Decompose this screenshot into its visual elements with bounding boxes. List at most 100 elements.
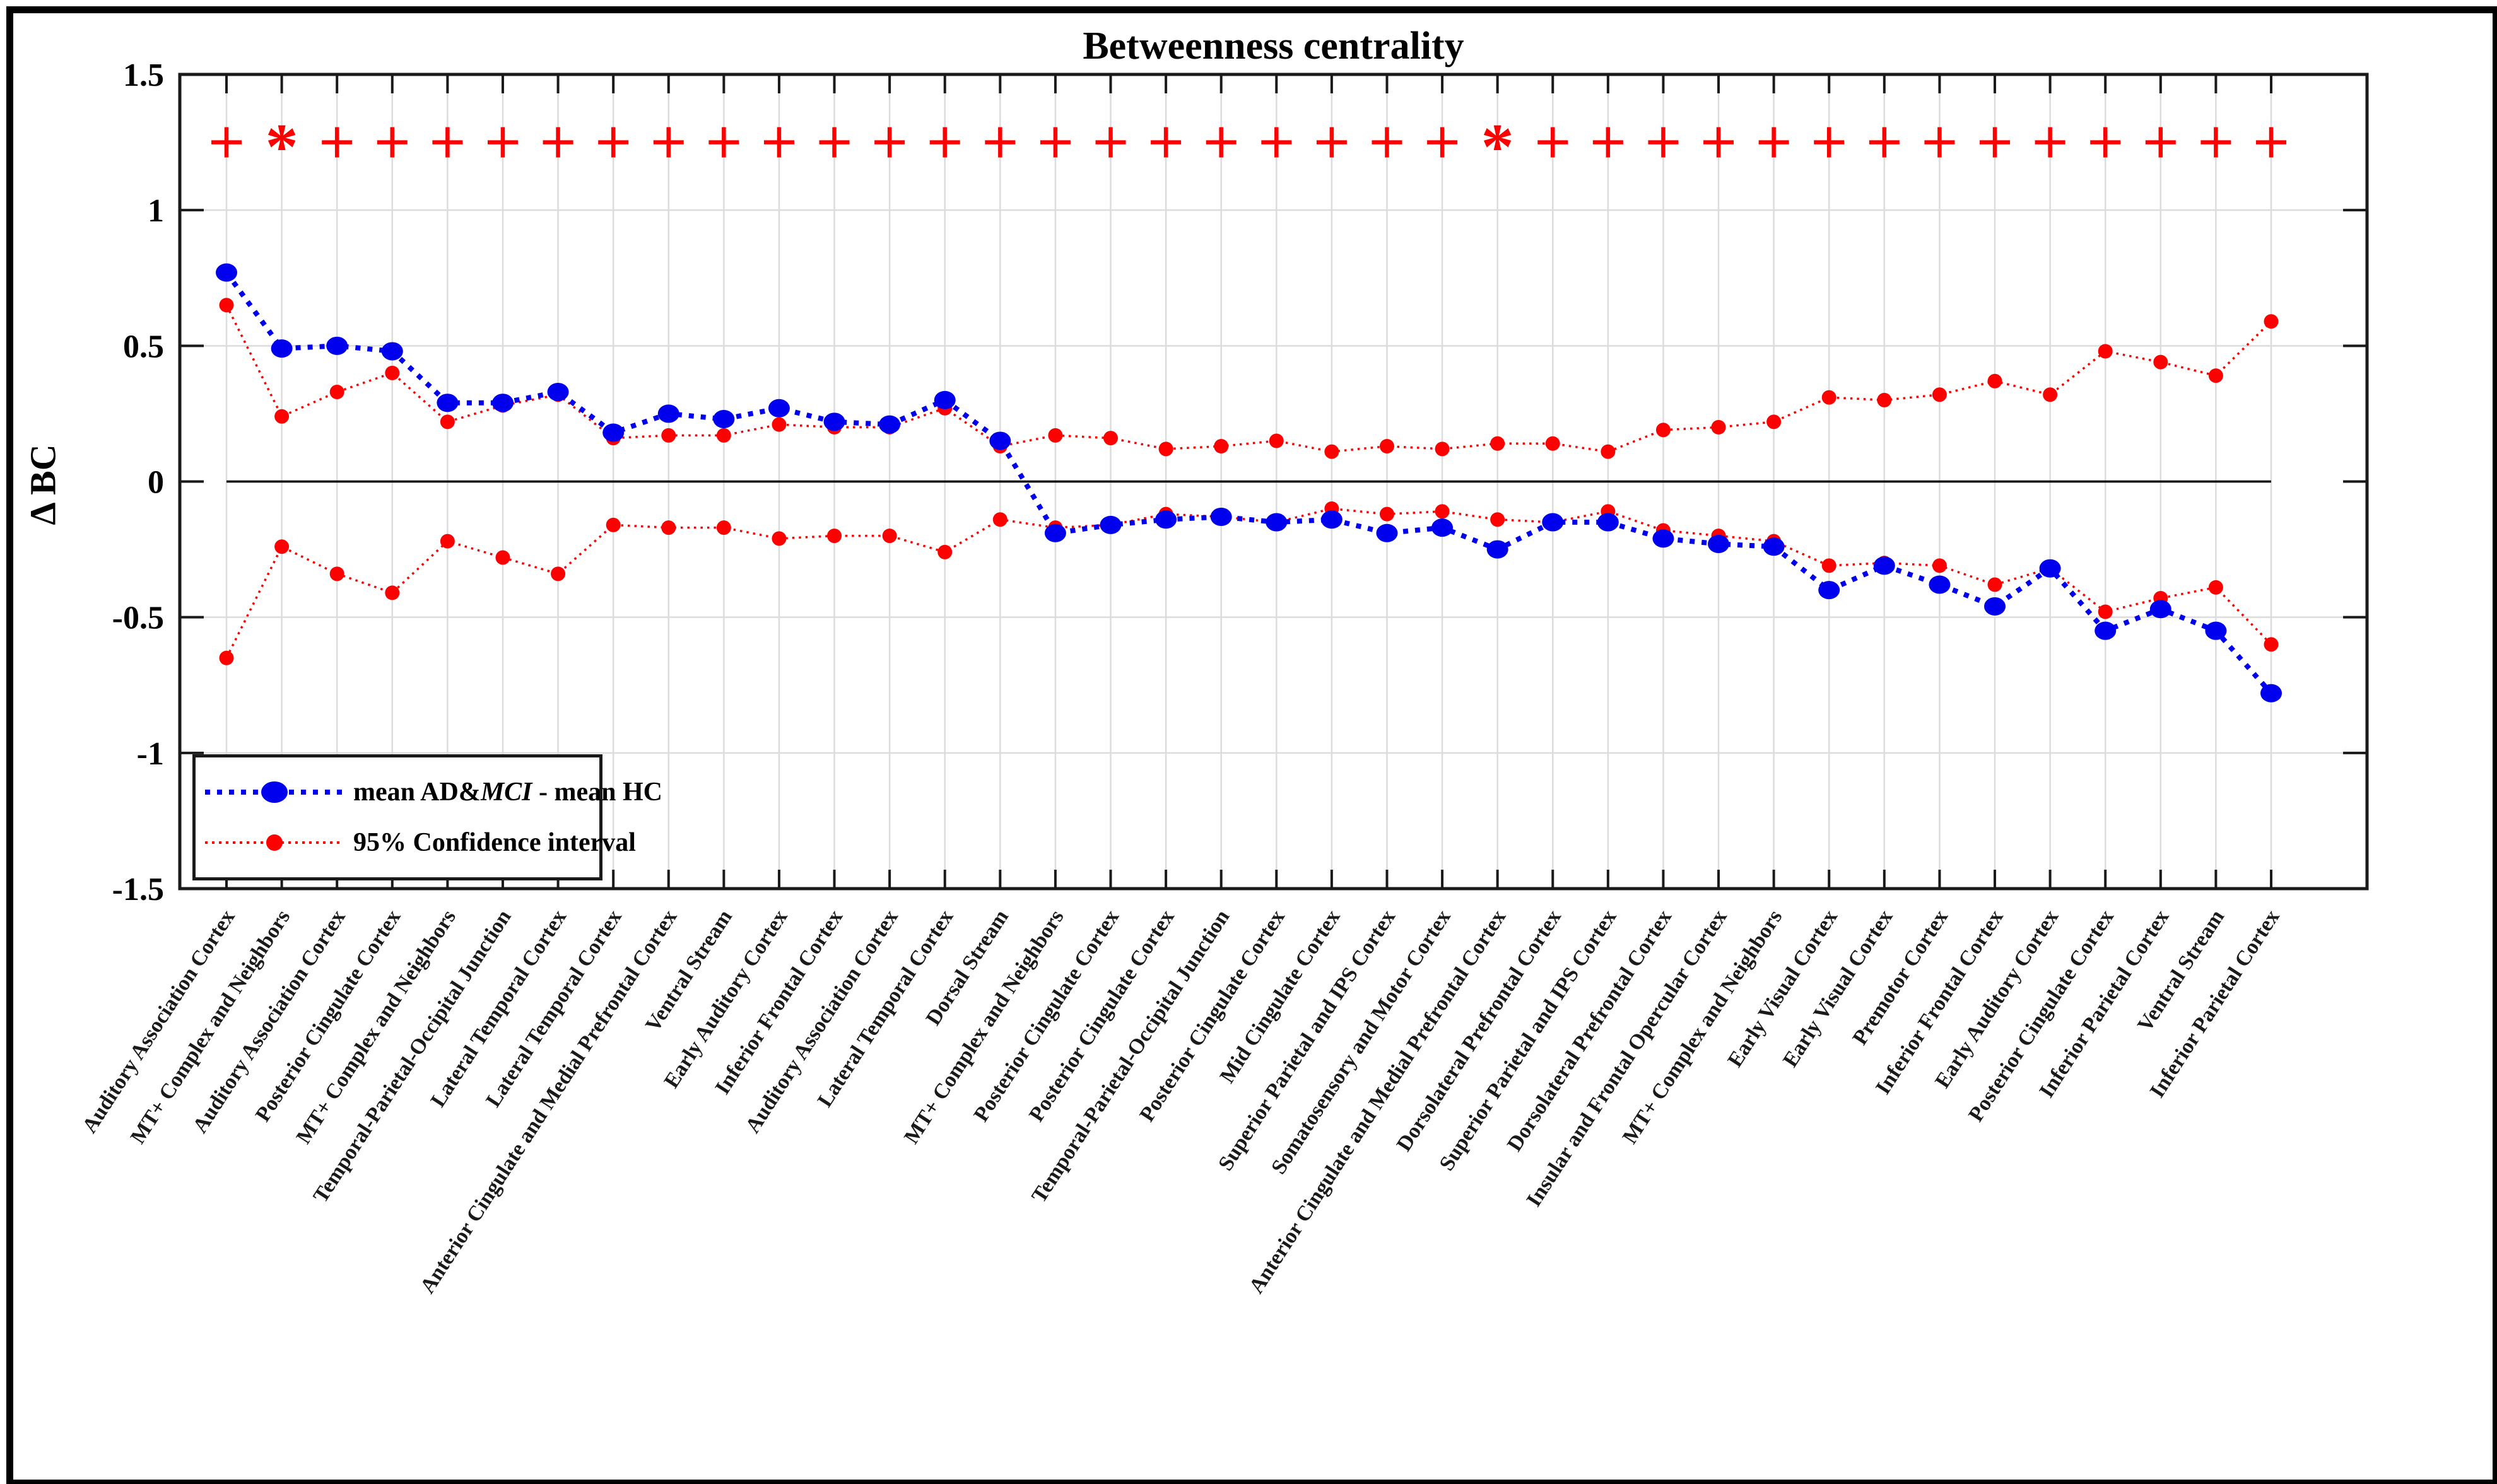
ci-upper-marker	[1435, 441, 1450, 457]
ci-upper-line	[225, 305, 2272, 453]
significance-star-icon: *	[266, 111, 298, 184]
mean-diff-marker	[2039, 559, 2061, 578]
ci-lower-marker	[827, 529, 842, 544]
figure-border	[6, 6, 2497, 1484]
ci-lower-marker	[440, 534, 455, 549]
ci-lower-marker	[1821, 558, 1836, 573]
ci-lower-marker	[274, 539, 290, 554]
ci-lower-marker	[329, 566, 344, 581]
ci-upper-marker	[1490, 436, 1505, 451]
mean-diff-line	[224, 271, 2273, 695]
mean-diff-marker	[1818, 581, 1840, 600]
mean-diff-marker	[1486, 540, 1508, 559]
legend-row-confidence-interval: 95% Confidence interval	[196, 820, 636, 865]
mean-diff-marker	[216, 263, 237, 282]
mean-diff-marker	[1431, 518, 1454, 537]
mean-diff-marker	[1210, 507, 1232, 526]
ci-upper-marker	[1877, 392, 1892, 407]
mean-diff-marker	[1376, 523, 1398, 542]
ci-upper-marker	[1821, 390, 1836, 405]
ci-upper-marker	[219, 298, 234, 313]
ci-lower-line	[225, 507, 2272, 658]
red-dotted-line-marker-icon	[205, 834, 344, 851]
ci-upper-marker	[2043, 387, 2058, 402]
legend-box: mean AD&MCI - mean HC 95% Confidence int…	[192, 754, 662, 880]
ci-lower-marker	[2208, 580, 2223, 595]
ci-upper-marker	[1601, 444, 1616, 459]
mean-diff-marker	[1542, 513, 1564, 532]
mean-diff-marker	[1044, 523, 1066, 542]
mean-diff-marker	[989, 431, 1011, 450]
ci-lower-marker	[1932, 558, 1947, 573]
ci-lower-marker	[219, 650, 234, 665]
ci-upper-marker	[1379, 439, 1394, 454]
legend-label-confidence-interval: 95% Confidence interval	[353, 828, 636, 857]
mean-diff-marker	[657, 404, 679, 423]
ci-lower-marker	[772, 531, 787, 546]
ci-lower-marker	[882, 529, 897, 544]
ci-lower-marker	[1987, 577, 2002, 592]
mean-diff-marker	[437, 394, 459, 412]
mean-diff-marker	[879, 415, 901, 434]
y-tick-label: 1	[148, 193, 164, 229]
ci-upper-marker	[2264, 314, 2279, 329]
mean-diff-marker	[823, 412, 845, 431]
mean-diff-marker	[934, 390, 956, 409]
y-tick-label: -1	[137, 736, 164, 772]
mean-diff-marker	[271, 339, 293, 358]
mean-diff-marker	[602, 423, 625, 442]
blue-dotted-line-marker-icon	[205, 781, 344, 803]
ci-lower-marker	[1490, 512, 1505, 527]
mean-diff-marker	[1320, 510, 1343, 529]
ci-lower-marker	[716, 520, 731, 535]
ci-upper-marker	[1048, 428, 1063, 443]
mean-diff-marker	[1708, 534, 1730, 553]
mean-diff-marker	[1652, 529, 1674, 548]
ci-upper-marker	[274, 409, 290, 424]
y-tick-label: 1.5	[123, 57, 164, 93]
legend-label-mean-diff: mean AD&MCI - mean HC	[353, 778, 663, 807]
ci-lower-marker	[495, 550, 510, 565]
y-tick-label: 0.5	[123, 329, 164, 365]
ci-upper-marker	[2208, 368, 2223, 383]
ci-lower-marker	[385, 585, 400, 600]
ci-upper-marker	[329, 384, 344, 399]
ci-upper-marker	[1655, 423, 1671, 438]
ci-lower-marker	[1379, 506, 1394, 522]
mean-diff-marker	[1266, 513, 1288, 532]
mean-diff-marker	[1873, 556, 1895, 575]
ci-upper-marker	[1932, 387, 1947, 402]
ci-upper-marker	[1103, 431, 1119, 446]
y-tick-label: 0	[148, 465, 164, 501]
mean-diff-marker	[2205, 621, 2227, 640]
mean-diff-marker	[768, 399, 790, 418]
mean-diff-marker	[326, 336, 348, 355]
ci-upper-marker	[716, 428, 731, 443]
mean-diff-marker	[1100, 515, 1122, 534]
ci-upper-marker	[1711, 419, 1726, 435]
mean-diff-marker	[2260, 684, 2282, 703]
significance-star-icon: *	[1481, 111, 1514, 184]
mean-diff-marker	[1984, 597, 2006, 616]
y-tick-label: -1.5	[112, 872, 164, 908]
ci-lower-marker	[992, 512, 1008, 527]
ci-upper-marker	[1324, 444, 1339, 459]
mean-diff-marker	[1155, 510, 1177, 529]
ci-upper-marker	[1158, 441, 1173, 457]
ci-upper-marker	[772, 417, 787, 432]
ci-upper-marker	[1269, 433, 1284, 448]
ci-upper-marker	[1766, 414, 1782, 429]
mean-diff-marker	[2095, 621, 2117, 640]
chart-title: Betweenness centrality	[1083, 25, 1464, 67]
y-tick-label: -0.5	[112, 600, 164, 636]
mean-diff-marker	[381, 342, 403, 361]
mean-diff-marker	[713, 410, 735, 429]
ci-upper-marker	[661, 428, 676, 443]
ci-lower-marker	[2264, 637, 2279, 652]
ci-upper-marker	[2153, 354, 2168, 370]
ci-lower-marker	[937, 544, 953, 559]
mean-diff-marker	[1597, 513, 1619, 532]
ci-lower-marker	[1435, 504, 1450, 519]
